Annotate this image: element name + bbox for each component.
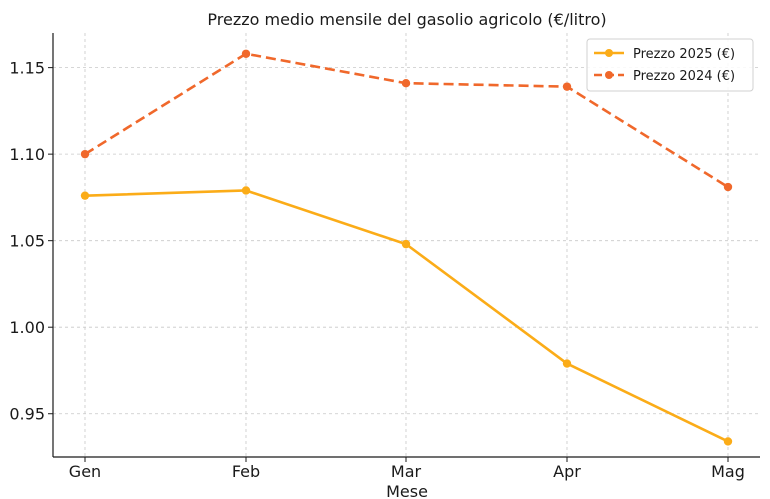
series-2 xyxy=(80,49,733,192)
data-point xyxy=(80,191,90,200)
legend-marker xyxy=(605,71,613,79)
data-point xyxy=(401,78,411,88)
legend-box xyxy=(586,38,754,92)
x-tick-label: Mag xyxy=(711,462,745,481)
legend-entry: Prezzo 2025 (€) xyxy=(594,47,735,62)
data-point xyxy=(401,239,411,249)
legend: Prezzo 2025 (€) Prezzo 2024 (€) xyxy=(586,38,754,92)
y-axis-ticks: 0.95 1.00 1.05 1.10 1.15 xyxy=(9,59,53,424)
x-axis-ticks: Gen Feb Mar Apr Mag xyxy=(69,457,745,481)
y-tick-label: 1.00 xyxy=(9,318,45,337)
data-point xyxy=(562,82,572,91)
y-tick-label: 1.10 xyxy=(9,145,45,164)
x-tick-label: Mar xyxy=(391,462,422,481)
data-point xyxy=(723,437,733,446)
data-point xyxy=(241,49,251,58)
x-axis-title: Mese xyxy=(386,482,428,499)
y-tick-label: 1.15 xyxy=(9,59,45,78)
legend-label: Prezzo 2025 (€) xyxy=(633,47,735,62)
legend-entry: Prezzo 2024 (€) xyxy=(594,69,735,84)
legend-marker xyxy=(605,49,613,57)
legend-label: Prezzo 2024 (€) xyxy=(633,69,735,84)
chart-title: Prezzo medio mensile del gasolio agricol… xyxy=(207,10,606,29)
data-point xyxy=(80,149,90,159)
x-tick-label: Gen xyxy=(69,462,101,481)
x-tick-label: Feb xyxy=(232,462,260,481)
data-point xyxy=(723,182,733,192)
data-series xyxy=(80,49,733,446)
x-tick-label: Apr xyxy=(553,462,581,481)
data-point xyxy=(241,186,251,195)
series-1 xyxy=(80,186,733,446)
y-tick-label: 0.95 xyxy=(9,405,45,424)
y-tick-label: 1.05 xyxy=(9,232,45,251)
data-point xyxy=(562,359,572,368)
